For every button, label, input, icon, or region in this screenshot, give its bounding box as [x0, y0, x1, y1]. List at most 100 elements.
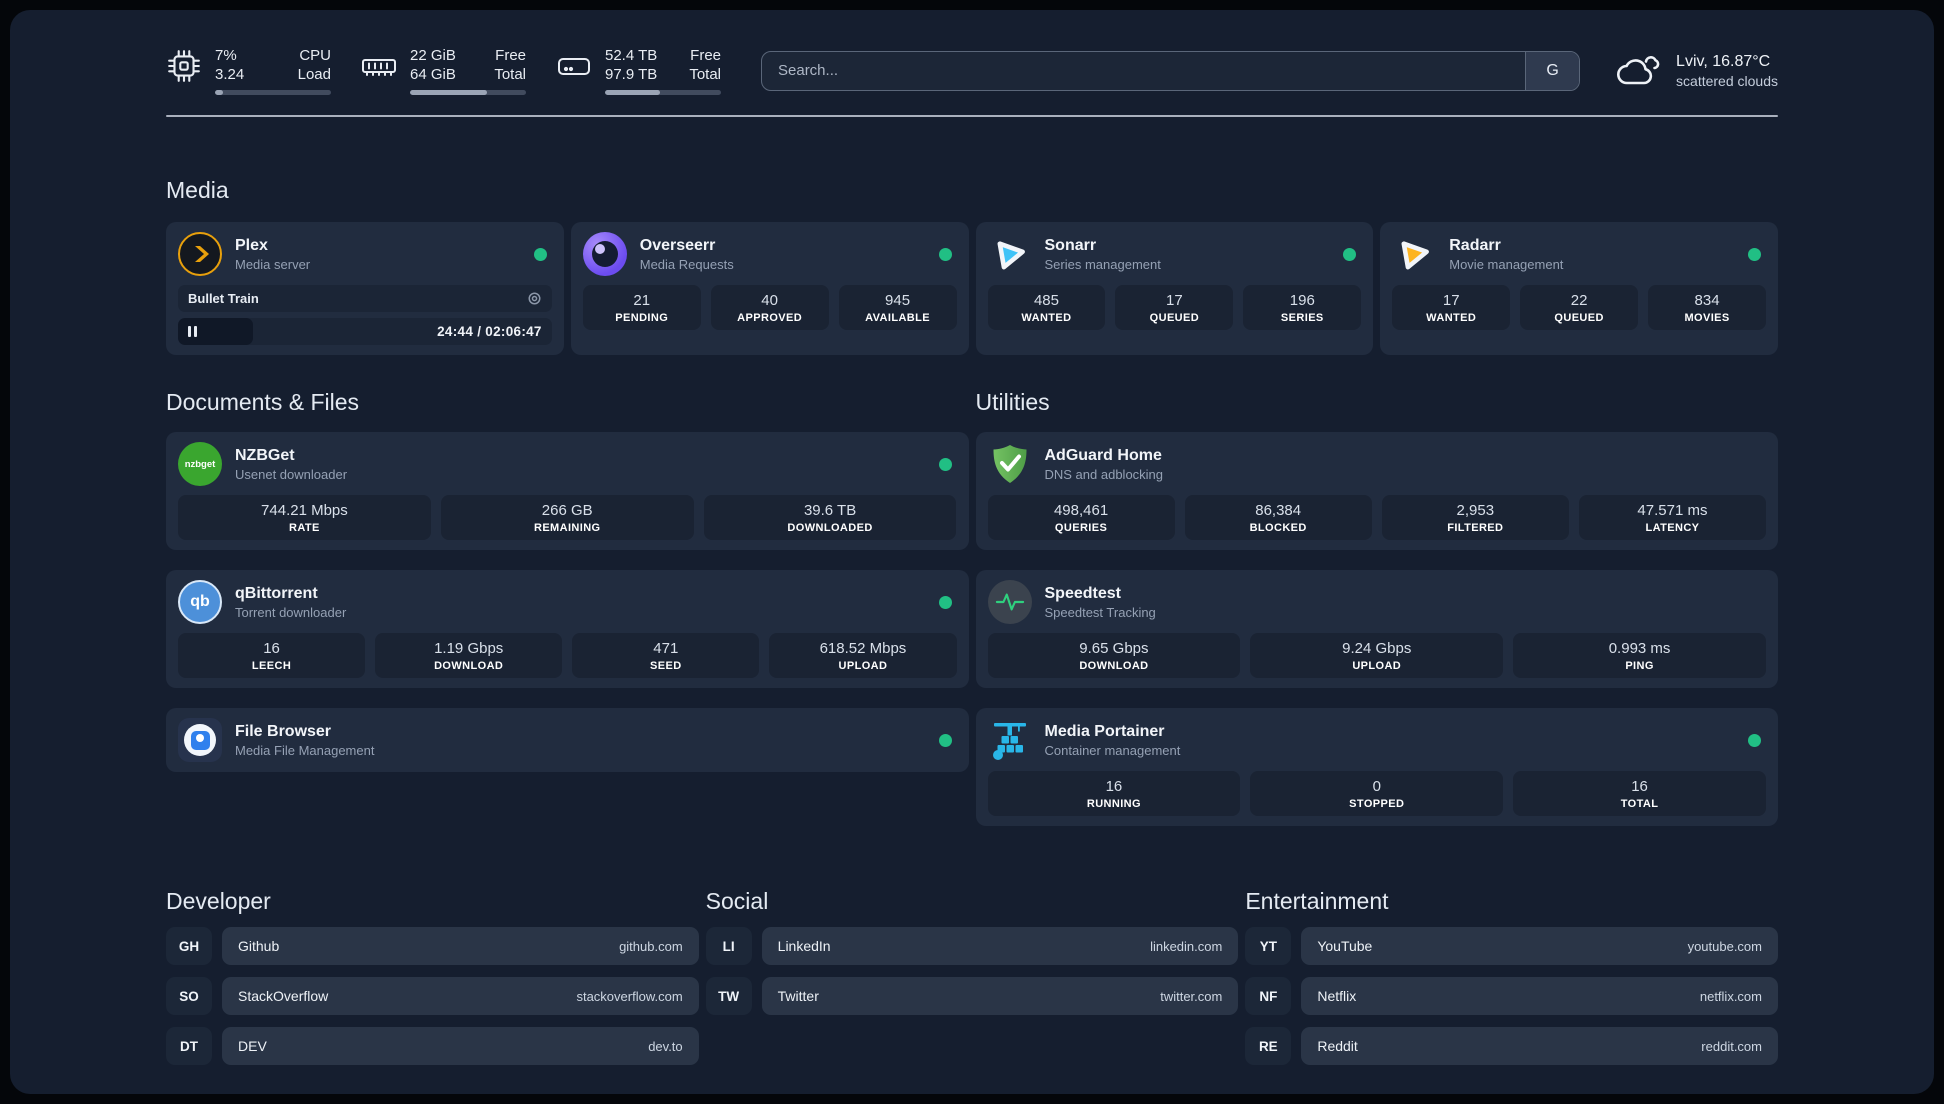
- link-reddit[interactable]: RE Reddit reddit.com: [1245, 1027, 1778, 1065]
- stat-value: 9.65 Gbps: [1079, 640, 1149, 657]
- app-description: Movie management: [1449, 257, 1564, 272]
- disk-icon: [558, 58, 590, 75]
- youtube-abbr-icon: YT: [1245, 927, 1292, 965]
- disk-progress-bar: [605, 90, 721, 95]
- search-bar[interactable]: G: [761, 50, 1581, 91]
- cpu-load-label: Load: [297, 66, 331, 83]
- stat-value: 9.24 Gbps: [1342, 640, 1412, 657]
- speedtest-card[interactable]: Speedtest Speedtest Tracking 9.65 Gbps D…: [975, 570, 1778, 688]
- stat-tile: 17 QUEUED: [1115, 285, 1234, 330]
- portainer-card[interactable]: Media Portainer Container management 16 …: [975, 708, 1778, 826]
- link-bar: YouTube youtube.com: [1301, 927, 1778, 965]
- links-area: Developer GH Github github.com SO StackO…: [166, 888, 1778, 1065]
- app-description: Media server: [235, 257, 311, 272]
- search-input[interactable]: [762, 51, 1526, 90]
- link-url: linkedin.com: [1150, 938, 1223, 954]
- stat-tile: 47.571 ms LATENCY: [1578, 495, 1766, 540]
- stat-label: DOWNLOADED: [787, 522, 873, 534]
- app-name: File Browser: [235, 723, 332, 740]
- adguard-card[interactable]: AdGuard Home DNS and adblocking 498,461 …: [975, 432, 1778, 550]
- app-name: Overseerr: [639, 237, 716, 254]
- stat-label: APPROVED: [737, 312, 803, 324]
- radarr-card[interactable]: Radarr Movie management 17 WANTED 22 QUE…: [1380, 222, 1778, 355]
- status-online-dot: [1343, 247, 1357, 261]
- two-column-area: Documents & Files nzbget NZBGet Usenet d…: [166, 389, 1778, 826]
- disk-free-value: 52.4 TB: [605, 47, 658, 64]
- cpu-percent: 7%: [215, 47, 237, 64]
- stat-tile: 16 TOTAL: [1513, 771, 1766, 816]
- cpu-text: 7% 3.24 CPU Load: [215, 46, 331, 95]
- overseerr-card[interactable]: Overseerr Media Requests 21 PENDING 40 A…: [570, 222, 969, 355]
- stat-value: 196: [1289, 292, 1315, 309]
- speedtest-card-header: Speedtest Speedtest Tracking: [987, 580, 1767, 624]
- top-bar: 7% 3.24 CPU Load: [166, 46, 1778, 95]
- stat-tile: 9.65 Gbps DOWNLOAD: [987, 633, 1241, 678]
- qbittorrent-card[interactable]: qb qBittorrent Torrent downloader 16 LEE…: [166, 570, 969, 688]
- link-github[interactable]: GH Github github.com: [166, 927, 699, 965]
- media-settings-icon[interactable]: [527, 291, 542, 306]
- filebrowser-meta: File Browser Media File Management: [235, 721, 374, 759]
- sonarr-card[interactable]: Sonarr Series management 485 WANTED 17 Q…: [975, 222, 1374, 355]
- stat-label: LEECH: [251, 660, 292, 672]
- app-description: Container management: [1044, 743, 1181, 758]
- plex-card[interactable]: Plex Media server Bullet Train: [166, 222, 564, 355]
- stat-label: PENDING: [615, 312, 669, 324]
- playback-progress-bar[interactable]: 24:44 / 02:06:47: [178, 318, 552, 345]
- stat-tile: 22 QUEUED: [1520, 285, 1639, 330]
- nzbget-card[interactable]: nzbget NZBGet Usenet downloader 744.21 M…: [166, 432, 969, 550]
- qbittorrent-icon-text: qb: [190, 593, 210, 610]
- disk-stat: 52.4 TB 97.9 TB Free Total: [556, 46, 721, 95]
- link-bar: StackOverflow stackoverflow.com: [222, 977, 699, 1015]
- link-url: netflix.com: [1699, 988, 1762, 1004]
- stat-tile: 485 WANTED: [987, 285, 1106, 330]
- github-abbr-icon: GH: [166, 927, 212, 965]
- stat-value: 498,461: [1053, 502, 1109, 519]
- ram-icon: [362, 59, 396, 76]
- stat-tile: 471 SEED: [572, 633, 760, 678]
- stat-tile: 196 SERIES: [1243, 285, 1362, 330]
- stat-label: AVAILABLE: [865, 312, 931, 324]
- stat-value: 744.21 Mbps: [261, 502, 348, 519]
- stat-label: QUEUED: [1149, 312, 1200, 324]
- overseerr-icon: [582, 232, 627, 276]
- stat-value: 40: [761, 292, 778, 309]
- status-online-dot: [938, 247, 952, 261]
- speedtest-stats: 9.65 Gbps DOWNLOAD 9.24 Gbps UPLOAD 0.99…: [987, 633, 1767, 678]
- link-youtube[interactable]: YT YouTube youtube.com: [1245, 927, 1778, 965]
- disk-total-label: Total: [689, 66, 721, 83]
- link-name: DEV: [238, 1038, 267, 1054]
- disk-free-label: Free: [690, 47, 721, 64]
- qbittorrent-icon: qb: [178, 580, 222, 624]
- stat-label: TOTAL: [1620, 798, 1659, 810]
- link-netflix[interactable]: NF Netflix netflix.com: [1245, 977, 1778, 1015]
- nzbget-icon: nzbget: [178, 442, 222, 486]
- stat-label: RUNNING: [1086, 798, 1141, 810]
- speedtest-meta: Speedtest Speedtest Tracking: [1045, 583, 1156, 621]
- adguard-card-header: AdGuard Home DNS and adblocking: [988, 442, 1767, 486]
- stat-value: 2,953: [1456, 502, 1495, 519]
- link-linkedin[interactable]: LI LinkedIn linkedin.com: [705, 927, 1239, 965]
- stat-label: DOWNLOAD: [1079, 660, 1149, 672]
- search-engine-button[interactable]: G: [1525, 51, 1580, 90]
- overseerr-card-header: Overseerr Media Requests: [582, 232, 957, 276]
- stat-tile: 266 GB REMAINING: [440, 495, 694, 540]
- ram-free-label: Free: [495, 47, 526, 64]
- nzbget-icon-text: nzbget: [184, 458, 216, 470]
- qbittorrent-stats: 16 LEECH 1.19 Gbps DOWNLOAD 471 SEED 6: [178, 633, 957, 678]
- stat-label: LATENCY: [1645, 522, 1700, 534]
- link-name: Twitter: [777, 988, 819, 1004]
- portainer-stats: 16 RUNNING 0 STOPPED 16 TOTAL: [987, 771, 1767, 816]
- cpu-progress-fill: [215, 90, 224, 95]
- filebrowser-card[interactable]: File Browser Media File Management: [166, 708, 969, 772]
- now-playing-row: Bullet Train: [178, 285, 552, 312]
- link-twitter[interactable]: TW Twitter twitter.com: [705, 977, 1239, 1015]
- link-stackoverflow[interactable]: SO StackOverflow stackoverflow.com: [166, 977, 699, 1015]
- link-dev[interactable]: DT DEV dev.to: [166, 1027, 699, 1065]
- stat-value: 945: [885, 292, 911, 309]
- stat-tile: 945 AVAILABLE: [838, 285, 957, 330]
- stat-label: DOWNLOAD: [434, 660, 504, 672]
- linkedin-abbr-icon: LI: [705, 927, 752, 965]
- ram-free-value: 22 GiB: [410, 47, 456, 64]
- sonarr-card-header: Sonarr Series management: [988, 232, 1362, 276]
- adguard-stats: 498,461 QUERIES 86,384 BLOCKED 2,953 FIL…: [987, 495, 1766, 540]
